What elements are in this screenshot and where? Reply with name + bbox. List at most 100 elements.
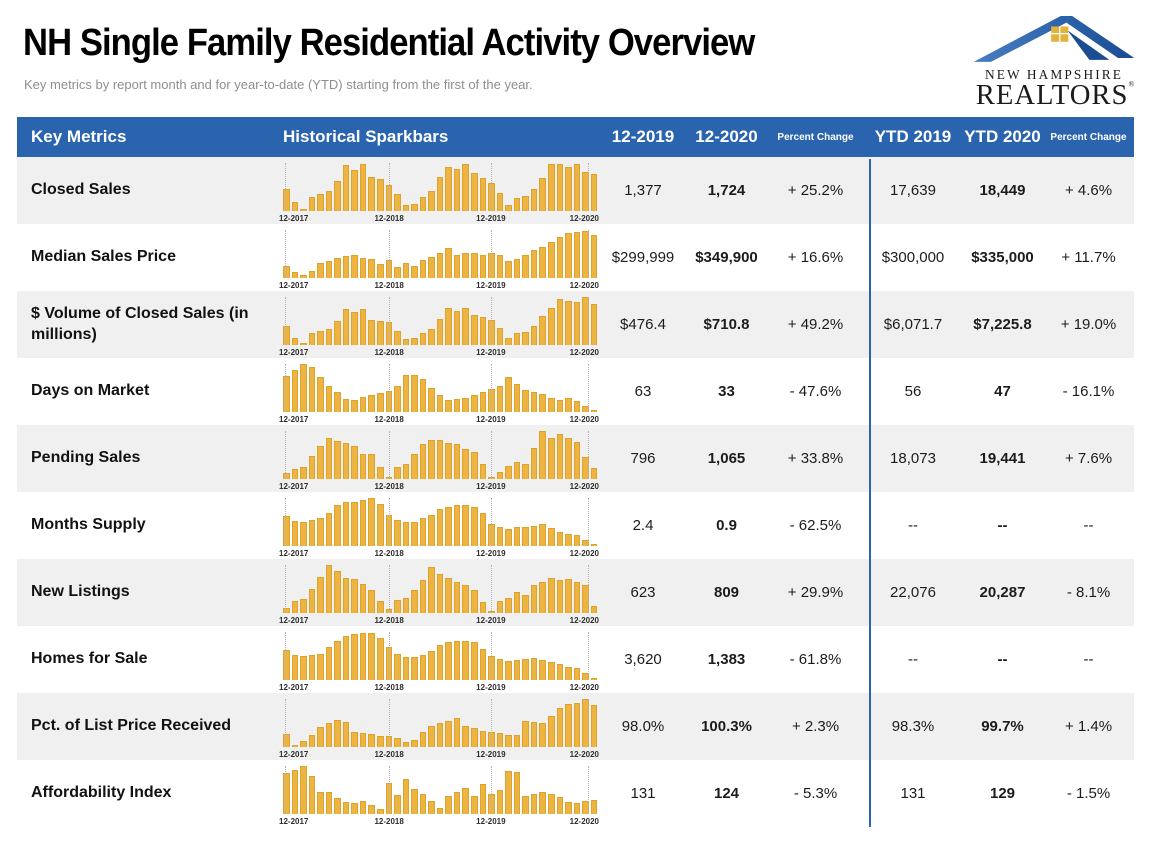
sparkbar-bars [283, 230, 598, 278]
page-header: NH Single Family Residential Activity Ov… [0, 0, 1152, 117]
spark-gridline [389, 766, 391, 814]
spark-bar [385, 609, 393, 613]
spark-bar [573, 535, 581, 546]
spark-bar [402, 779, 410, 814]
spark-bar [436, 318, 444, 345]
spark-bar [522, 463, 529, 479]
metric-label: Pct. of List Price Received [31, 717, 232, 735]
cell-12-2019: 1,377 [624, 182, 662, 199]
spark-bar [377, 321, 384, 345]
spark-bar [359, 500, 367, 546]
spark-gridline [284, 565, 286, 613]
spark-bar [377, 809, 384, 814]
spark-bar [462, 725, 470, 747]
spark-bar [436, 645, 444, 680]
spark-bar [479, 513, 487, 546]
spark-bar [419, 655, 427, 680]
spark-bar [436, 508, 444, 546]
spark-bar [462, 449, 470, 479]
spark-bar [505, 735, 512, 747]
spark-bar [471, 315, 478, 345]
spark-bar [428, 190, 435, 211]
spark-bar [590, 605, 598, 613]
spark-bar [539, 524, 546, 546]
spark-bar [317, 792, 324, 814]
spark-gridline [389, 297, 391, 345]
nh-realtors-logo: NEW HAMPSHIRE REALTORS ® [973, 15, 1135, 111]
spark-bar [334, 720, 341, 747]
spark-bar [453, 581, 461, 613]
spark-bar [539, 316, 546, 345]
spark-bar [445, 641, 452, 680]
spark-bar [291, 337, 299, 345]
spark-bar [590, 544, 598, 546]
header-12-2019: 12-2019 [611, 127, 675, 146]
cell-ytd-2020: -- [997, 517, 1008, 534]
cell-ytd-2019: -- [908, 651, 918, 668]
cell-percent-change-month: + 25.2% [787, 182, 844, 199]
sparkbar-chart: 12-2017 12-2018 12-2019 12-2020 [279, 428, 599, 492]
spark-axis-label: 12-2019 [476, 281, 506, 290]
spark-bar [359, 800, 367, 814]
spark-axis-label: 12-2019 [476, 549, 506, 558]
spark-bar [308, 455, 316, 479]
spark-bar [547, 397, 555, 412]
spark-axis-label: 12-2018 [374, 817, 404, 826]
cell-percent-change-ytd: -- [1083, 651, 1094, 668]
spark-bar [462, 164, 470, 211]
spark-bar [342, 443, 350, 479]
spark-bar [513, 591, 521, 613]
spark-bar [522, 390, 529, 412]
cell-12-2020: $710.8 [703, 316, 750, 333]
spark-bar [359, 396, 367, 412]
spark-bar [471, 452, 478, 479]
spark-bar [428, 514, 435, 546]
sparkbar-bars [283, 632, 598, 680]
spark-bar [300, 275, 307, 278]
spark-bar [462, 787, 470, 814]
spark-bar [359, 257, 367, 278]
header-key-metrics: Key Metrics [31, 127, 127, 146]
spark-bar [573, 581, 581, 613]
spark-bar [453, 718, 461, 747]
spark-gridline [389, 431, 391, 479]
spark-gridline [490, 163, 492, 211]
spark-bar [547, 242, 555, 278]
spark-bar [283, 650, 290, 680]
spark-bar [530, 325, 538, 345]
spark-bar [359, 309, 367, 345]
spark-gridline [587, 297, 589, 345]
spark-bar [453, 640, 461, 680]
spark-bar [462, 505, 470, 546]
spark-bar [471, 172, 478, 211]
sparkbar-chart: 12-2017 12-2018 12-2019 12-2020 [279, 763, 599, 827]
spark-bar [565, 233, 572, 278]
spark-bar [283, 189, 290, 211]
spark-bar [471, 395, 478, 412]
spark-bar [342, 722, 350, 747]
logo-line2: REALTORS [976, 79, 1129, 111]
spark-bar [522, 721, 529, 747]
cell-ytd-2019: 17,639 [890, 182, 936, 199]
cell-12-2019: $299,999 [611, 249, 675, 266]
spark-gridline [284, 163, 286, 211]
spark-bar [334, 570, 341, 613]
cell-12-2019: 2.4 [632, 517, 654, 534]
spark-bar [368, 589, 376, 613]
spark-bar [530, 722, 538, 747]
spark-bar [513, 333, 521, 345]
spark-bar [462, 640, 470, 680]
spark-bar [359, 633, 367, 680]
spark-bar [496, 254, 504, 278]
spark-bar [402, 597, 410, 613]
sparkbar-chart: 12-2017 12-2018 12-2019 12-2020 [279, 294, 599, 358]
spark-bar [308, 333, 316, 345]
spark-bar [565, 802, 572, 814]
metric-label: New Listings [31, 583, 130, 601]
spark-bar [530, 250, 538, 278]
spark-bar [300, 766, 307, 814]
spark-bar [402, 742, 410, 747]
cell-12-2020: 1,065 [707, 450, 746, 467]
spark-bar [547, 716, 555, 747]
spark-bar [317, 518, 324, 546]
